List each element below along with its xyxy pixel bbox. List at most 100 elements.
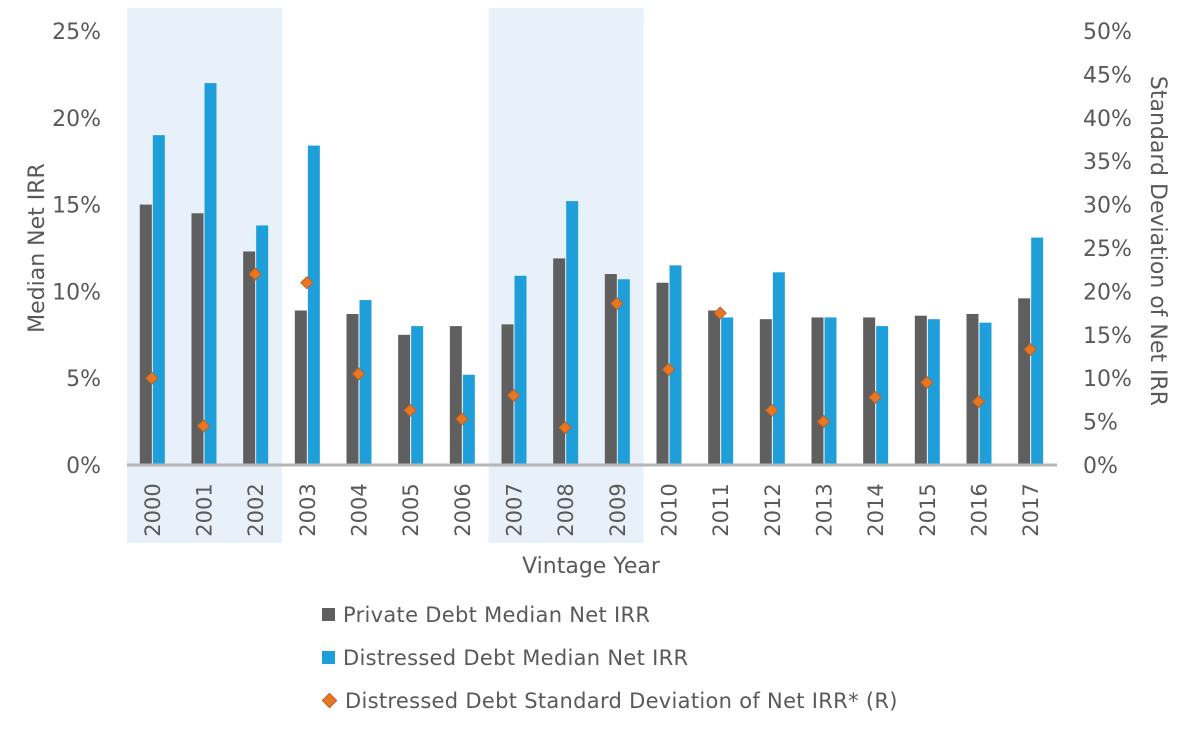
y-tick-label: 0%: [66, 454, 101, 479]
bar-private-debt-2008: [553, 258, 566, 465]
y-tick-label: 25%: [52, 20, 101, 45]
legend-swatch-private-debt: [322, 608, 335, 621]
bar-private-debt-2017: [1018, 298, 1031, 465]
marker-std-dev-2008: [558, 420, 572, 435]
bar-distressed-debt-2015: [927, 319, 940, 465]
x-tick-label: 2005: [399, 483, 423, 536]
legend-swatch-distressed-debt: [322, 651, 335, 664]
x-tick-label: 2007: [503, 483, 527, 536]
bar-distressed-debt-2004: [359, 300, 372, 465]
right-axis-ticks: 0% 5% 10% 15% 20% 25% 30% 35% 40% 45% 50%: [1083, 20, 1132, 479]
y2-axis-title: Standard Deviation of Net IRR: [1145, 76, 1170, 406]
marker-std-dev-2014: [868, 390, 882, 405]
y2-tick-label: 45%: [1083, 63, 1132, 88]
bar-distressed-debt-2016: [979, 322, 992, 465]
x-tick-label: 2017: [1019, 483, 1043, 536]
y2-tick-label: 25%: [1083, 237, 1132, 262]
bar-private-debt-2014: [863, 317, 876, 465]
bar-distressed-debt-2001: [204, 83, 217, 465]
bar-private-debt-2002: [243, 251, 256, 465]
bar-private-debt-2013: [811, 317, 824, 465]
x-tick-label: 2011: [709, 483, 733, 536]
x-axis-title: Vintage Year: [522, 554, 661, 579]
y-tick-label: 20%: [52, 107, 101, 132]
bar-distressed-debt-2006: [462, 374, 475, 465]
legend-label-std-dev: Distressed Debt Standard Deviation of Ne…: [345, 688, 898, 713]
bar-private-debt-2011: [708, 310, 721, 465]
y-axis-title: Median Net IRR: [25, 163, 50, 333]
marker-std-dev-2015: [920, 375, 934, 390]
legend-item-distressed-debt: Distressed Debt Median Net IRR: [322, 646, 898, 670]
bar-distressed-debt-2011: [721, 317, 734, 465]
bar-private-debt-2012: [759, 319, 772, 465]
y2-tick-label: 5%: [1083, 411, 1118, 436]
marker-std-dev-2010: [661, 362, 676, 377]
marker-std-dev-2013: [816, 414, 831, 429]
x-tick-label: 2015: [916, 483, 940, 536]
marker-std-dev-2000: [145, 371, 159, 385]
bar-private-debt-2007: [501, 324, 514, 465]
y2-tick-label: 20%: [1083, 280, 1132, 305]
bar-distressed-debt-2008: [566, 201, 579, 466]
marker-std-dev-2016: [971, 394, 986, 409]
bar-private-debt-2000: [139, 204, 152, 465]
bar-distressed-debt-2013: [824, 317, 837, 465]
legend-item-private-debt: Private Debt Median Net IRR: [322, 602, 898, 627]
marker-std-dev-2017: [1023, 342, 1037, 357]
legend-label-private-debt: Private Debt Median Net IRR: [343, 602, 651, 627]
y2-tick-label: 35%: [1083, 150, 1132, 175]
x-tick-label: 2008: [554, 483, 578, 536]
marker-std-dev-2005: [403, 403, 417, 418]
bar-distressed-debt-2010: [669, 265, 682, 465]
bar-distressed-debt-2003: [307, 145, 320, 466]
bar-private-debt-2004: [346, 313, 359, 465]
x-tick-label: 2004: [348, 483, 372, 536]
bar-distressed-debt-2007: [514, 275, 527, 465]
bar-private-debt-2006: [449, 326, 462, 465]
bar-private-debt-2015: [914, 315, 927, 465]
marker-std-dev-2002: [248, 267, 262, 281]
y2-tick-label: 40%: [1083, 107, 1132, 132]
marker-std-dev-2001: [196, 419, 211, 433]
y-tick-label: 15%: [52, 194, 101, 219]
marker-std-dev-2006: [455, 412, 469, 426]
bar-distressed-debt-2000: [152, 135, 165, 465]
x-axis-ticks: 2000 2001 2002 2003 2004 2005 2006 2007 2008 2009…: [141, 483, 1043, 536]
x-tick-label: 2014: [864, 483, 888, 536]
bar-private-debt-2016: [966, 313, 979, 465]
x-tick-label: 2016: [968, 483, 992, 536]
x-tick-label: 2002: [244, 483, 268, 536]
left-axis-ticks: 0% 5% 10% 15% 20% 25%: [52, 20, 101, 479]
marker-std-dev-2012: [765, 403, 779, 418]
legend-item-std-dev: Distressed Debt Standard Deviation of Ne…: [321, 688, 898, 713]
markers: [145, 267, 1037, 435]
bar-distressed-debt-2014: [876, 326, 889, 465]
x-tick-label: 2010: [658, 483, 682, 536]
bar-private-debt-2003: [294, 310, 307, 465]
bar-distressed-debt-2017: [1031, 237, 1044, 465]
y2-tick-label: 0%: [1083, 454, 1118, 479]
y2-tick-label: 50%: [1083, 20, 1132, 45]
marker-std-dev-2004: [351, 367, 366, 381]
bar-distressed-debt-2002: [256, 225, 269, 465]
bar-distressed-debt-2009: [617, 279, 630, 465]
x-tick-label: 2000: [141, 483, 165, 536]
bar-distressed-debt-2005: [411, 326, 424, 465]
bar-private-debt-2001: [191, 213, 204, 465]
bar-distressed-debt-2012: [772, 272, 785, 465]
x-tick-label: 2003: [296, 483, 320, 536]
legend-diamond-marker-icon: [321, 692, 338, 709]
x-tick-label: 2012: [761, 483, 785, 536]
y2-tick-label: 15%: [1083, 324, 1132, 349]
bars: [139, 83, 1044, 466]
bar-private-debt-2009: [604, 274, 617, 465]
bar-private-debt-2010: [656, 282, 669, 465]
bar-private-debt-2005: [398, 334, 411, 465]
x-tick-label: 2009: [606, 483, 630, 536]
marker-std-dev-2007: [506, 388, 521, 403]
y2-tick-label: 30%: [1083, 194, 1132, 219]
y-tick-label: 10%: [52, 280, 101, 305]
x-tick-label: 2006: [451, 483, 475, 536]
legend: Private Debt Median Net IRR Distressed D…: [321, 602, 898, 732]
